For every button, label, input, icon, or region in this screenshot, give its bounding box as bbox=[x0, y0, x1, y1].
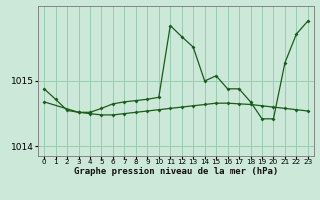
X-axis label: Graphe pression niveau de la mer (hPa): Graphe pression niveau de la mer (hPa) bbox=[74, 167, 278, 176]
